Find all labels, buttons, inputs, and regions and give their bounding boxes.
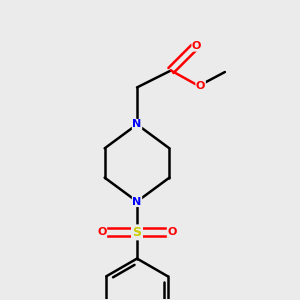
Text: O: O (192, 41, 201, 51)
Text: O: O (167, 227, 177, 237)
Text: S: S (133, 226, 142, 239)
Text: N: N (132, 119, 142, 129)
Text: O: O (97, 227, 107, 237)
Text: N: N (132, 196, 142, 206)
Text: O: O (196, 81, 205, 91)
